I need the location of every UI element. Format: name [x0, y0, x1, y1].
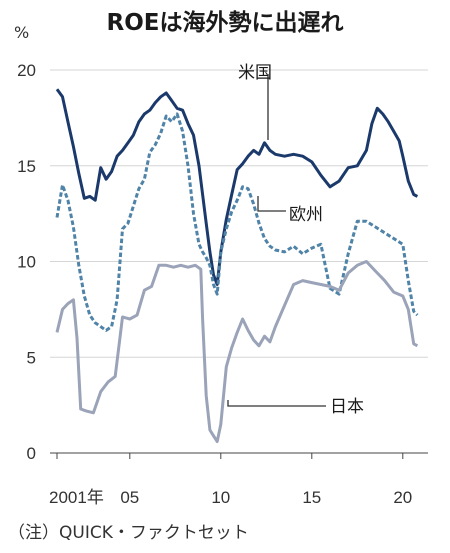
label-leader-line — [257, 196, 286, 212]
series-line-us — [55, 88, 419, 286]
label-leader-line — [227, 400, 326, 407]
y-tick-label: 20 — [17, 61, 36, 80]
series-lines — [55, 88, 419, 443]
y-tick-label: 0 — [27, 444, 36, 463]
series-label-us: 米国 — [238, 63, 272, 83]
series-line-europe — [55, 112, 419, 332]
y-tick-label: 10 — [17, 253, 36, 272]
series-label-europe: 欧州 — [289, 205, 323, 225]
x-tick-label: 05 — [120, 488, 139, 507]
x-tick-label: 2001年 — [49, 488, 104, 507]
source-note: （注）QUICK・ファクトセット — [8, 523, 249, 543]
y-tick-label: 15 — [17, 157, 36, 176]
series-line-japan — [55, 260, 419, 443]
y-tick-label: 5 — [27, 348, 36, 367]
x-tick-label: 20 — [393, 488, 412, 507]
chart-title: ROEは海外勢に出遅れ — [107, 9, 344, 36]
unit-label: % — [14, 23, 29, 42]
x-tick-label: 10 — [211, 488, 230, 507]
y-axis-ticks: 0 5 10 15 20 — [17, 61, 36, 463]
series-label-japan: 日本 — [330, 397, 364, 417]
x-tick-label: 15 — [302, 488, 321, 507]
x-axis-ticks: 2001年 05 10 15 20 — [49, 453, 412, 507]
